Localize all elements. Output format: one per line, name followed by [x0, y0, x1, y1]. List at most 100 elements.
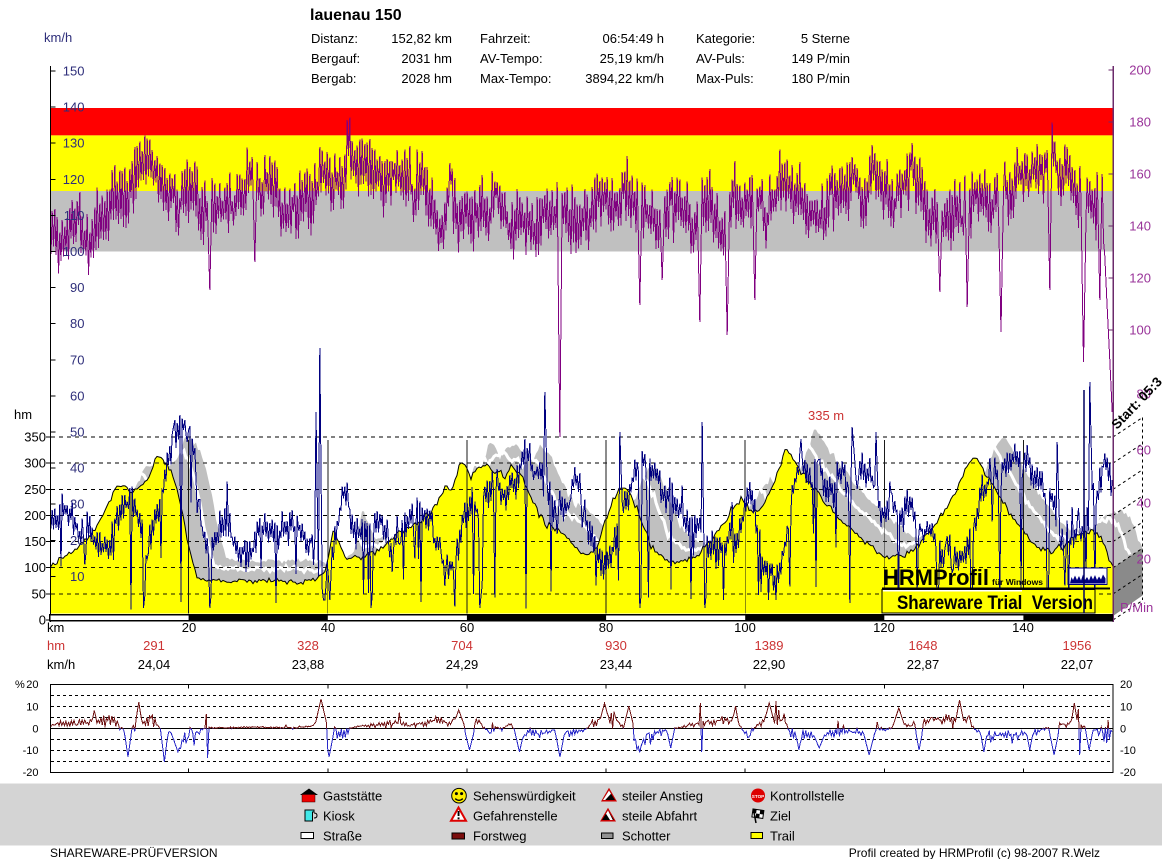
svg-text:60: 60 [1137, 443, 1151, 458]
svg-text:2028 hm: 2028 hm [401, 71, 452, 86]
svg-text:3894,22 km/h: 3894,22 km/h [585, 71, 664, 86]
svg-text:100: 100 [63, 244, 85, 259]
svg-text:steiler Anstieg: steiler Anstieg [622, 789, 703, 804]
svg-text:für Windows: für Windows [992, 577, 1043, 587]
svg-text:Kategorie:: Kategorie: [696, 31, 755, 46]
svg-text:Trail: Trail [770, 829, 795, 844]
svg-text:150: 150 [24, 534, 46, 549]
svg-text:20: 20 [70, 533, 84, 548]
svg-text:20: 20 [1120, 679, 1132, 691]
svg-text:20: 20 [1137, 552, 1151, 567]
svg-text:1389: 1389 [755, 638, 784, 653]
svg-text:Straße: Straße [323, 829, 362, 844]
svg-text:hm: hm [14, 407, 32, 422]
svg-text:Gefahrenstelle: Gefahrenstelle [473, 809, 558, 824]
svg-text:30: 30 [70, 497, 84, 512]
svg-text:80: 80 [599, 620, 613, 635]
svg-text:930: 930 [605, 638, 627, 653]
svg-text:70: 70 [70, 352, 84, 367]
svg-text:AV-Tempo:: AV-Tempo: [480, 51, 543, 66]
svg-text:06:54:49 h: 06:54:49 h [603, 31, 664, 46]
svg-text:120: 120 [1129, 271, 1151, 286]
svg-text:110: 110 [64, 208, 85, 223]
svg-text:km: km [47, 620, 64, 635]
svg-text:1956: 1956 [1063, 638, 1092, 653]
svg-text:24,04: 24,04 [138, 657, 171, 672]
svg-text:HRMProfil: HRMProfil [883, 565, 989, 590]
svg-text:P/Min: P/Min [1120, 600, 1153, 615]
svg-text:350: 350 [24, 430, 46, 445]
svg-text:Shareware Trial Version: Shareware Trial Version [897, 593, 1093, 614]
svg-text:335 m: 335 m [808, 408, 844, 423]
svg-text:Gaststätte: Gaststätte [323, 789, 382, 804]
svg-text:149 P/min: 149 P/min [791, 51, 850, 66]
svg-text:10: 10 [70, 569, 84, 584]
svg-text:Fahrzeit:: Fahrzeit: [480, 31, 531, 46]
svg-text:lauenau 150: lauenau 150 [310, 7, 402, 24]
svg-text:24,29: 24,29 [446, 657, 479, 672]
svg-text:AV-Puls:: AV-Puls: [696, 51, 745, 66]
svg-text:140: 140 [1129, 219, 1151, 234]
svg-text:180 P/min: 180 P/min [791, 71, 850, 86]
svg-text:90: 90 [70, 280, 84, 295]
svg-text:hm: hm [47, 638, 65, 653]
svg-text:Kiosk: Kiosk [323, 809, 355, 824]
svg-text:Distanz:: Distanz: [311, 31, 358, 46]
svg-text:130: 130 [63, 136, 85, 151]
svg-text:steile Abfahrt: steile Abfahrt [622, 809, 698, 824]
svg-text:STOP: STOP [752, 794, 764, 799]
svg-text:60: 60 [460, 620, 474, 635]
svg-text:1648: 1648 [909, 638, 938, 653]
svg-text:5 Sterne: 5 Sterne [801, 31, 850, 46]
svg-text:704: 704 [451, 638, 473, 653]
svg-text:Bergauf:: Bergauf: [311, 51, 360, 66]
svg-text:Max-Puls:: Max-Puls: [696, 71, 754, 86]
svg-text:80: 80 [70, 316, 84, 331]
svg-text:Sehenswürdigkeit: Sehenswürdigkeit [473, 789, 576, 804]
svg-text:60: 60 [70, 388, 84, 403]
svg-text:%: % [15, 679, 25, 691]
svg-text:80: 80 [1137, 387, 1151, 402]
svg-text:Kontrollstelle: Kontrollstelle [770, 789, 844, 804]
svg-text:40: 40 [1137, 496, 1151, 511]
svg-text:300: 300 [24, 456, 46, 471]
svg-text:100: 100 [1129, 323, 1151, 338]
svg-text:20: 20 [182, 620, 196, 635]
svg-text:10: 10 [26, 702, 38, 714]
svg-text:100: 100 [734, 620, 756, 635]
svg-text:-10: -10 [23, 745, 39, 757]
svg-text:40: 40 [321, 620, 335, 635]
svg-text:SHAREWARE-PRÜFVERSION: SHAREWARE-PRÜFVERSION [50, 846, 218, 859]
svg-text:km/h: km/h [47, 657, 75, 672]
svg-text:20: 20 [26, 679, 38, 691]
svg-text:23,88: 23,88 [292, 657, 325, 672]
svg-text:50: 50 [70, 425, 84, 440]
svg-text:22,07: 22,07 [1061, 657, 1094, 672]
svg-text:km/h: km/h [44, 30, 72, 45]
svg-text:-20: -20 [23, 767, 39, 779]
svg-text:180: 180 [1129, 115, 1151, 130]
svg-text:160: 160 [1129, 167, 1151, 182]
svg-text:Profil created by HRMProfil (c: Profil created by HRMProfil (c) 98-2007 … [849, 846, 1100, 859]
svg-text:10: 10 [1120, 702, 1132, 714]
svg-text:100: 100 [24, 560, 46, 575]
svg-text:50: 50 [32, 586, 46, 601]
svg-text:291: 291 [143, 638, 165, 653]
svg-text:25,19 km/h: 25,19 km/h [600, 51, 664, 66]
svg-text:120: 120 [873, 620, 895, 635]
svg-text:250: 250 [24, 482, 46, 497]
svg-text:-20: -20 [1120, 767, 1136, 779]
svg-text:23,44: 23,44 [600, 657, 633, 672]
svg-text:328: 328 [297, 638, 319, 653]
svg-text:22,90: 22,90 [753, 657, 786, 672]
svg-text:Max-Tempo:: Max-Tempo: [480, 71, 552, 86]
svg-text:40: 40 [70, 461, 84, 476]
svg-text:0: 0 [1120, 724, 1126, 736]
svg-text:22,87: 22,87 [907, 657, 940, 672]
svg-text:-10: -10 [1120, 745, 1136, 757]
svg-text:200: 200 [1129, 63, 1151, 78]
svg-text:Ziel: Ziel [770, 809, 791, 824]
svg-text:200: 200 [24, 508, 46, 523]
svg-text:2031 hm: 2031 hm [401, 51, 452, 66]
svg-text:120: 120 [63, 172, 85, 187]
